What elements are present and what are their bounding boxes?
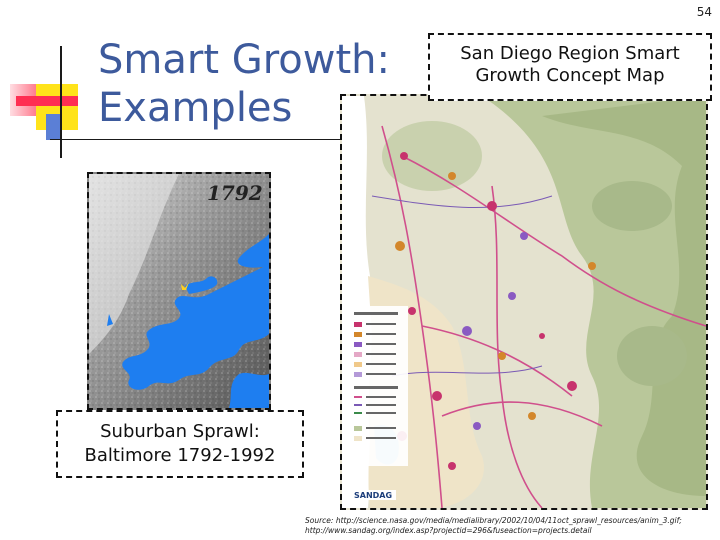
decorative-horizontal-line — [50, 139, 350, 140]
san-diego-map-label: San Diego Region Smart Growth Concept Ma… — [428, 33, 712, 101]
slide-title: Smart Growth: Examples — [98, 36, 398, 132]
decorative-vertical-line — [60, 46, 62, 158]
baltimore-sprawl-map: 1792 — [87, 172, 271, 410]
san-diego-concept-map: SANDAG — [340, 94, 708, 510]
title-line-1: Smart Growth: — [98, 37, 390, 83]
source-line-1[interactable]: Source: http://science.nasa.gov/media/me… — [305, 516, 682, 525]
sandag-logo: SANDAG — [354, 491, 392, 500]
decorative-red-bar — [16, 96, 78, 106]
baltimore-map-graphic: 1792 — [89, 174, 269, 408]
sprawl-label-line-1: Suburban Sprawl: — [100, 421, 260, 442]
suburban-sprawl-label: Suburban Sprawl: Baltimore 1792-1992 — [56, 410, 304, 478]
san-diego-map-graphic: SANDAG — [342, 96, 706, 508]
source-citation: Source: http://science.nasa.gov/media/me… — [305, 516, 682, 536]
san-diego-label-line-2: Growth Concept Map — [475, 65, 665, 86]
slide-number: 54 — [696, 5, 712, 19]
sprawl-label-line-2: Baltimore 1792-1992 — [84, 445, 276, 466]
baltimore-year: 1792 — [207, 181, 263, 205]
san-diego-label-line-1: San Diego Region Smart — [460, 43, 680, 64]
title-line-2: Examples — [98, 85, 293, 131]
source-line-2[interactable]: http://www.sandag.org/index.asp?projecti… — [305, 526, 592, 535]
decorative-blue-square — [46, 114, 60, 140]
